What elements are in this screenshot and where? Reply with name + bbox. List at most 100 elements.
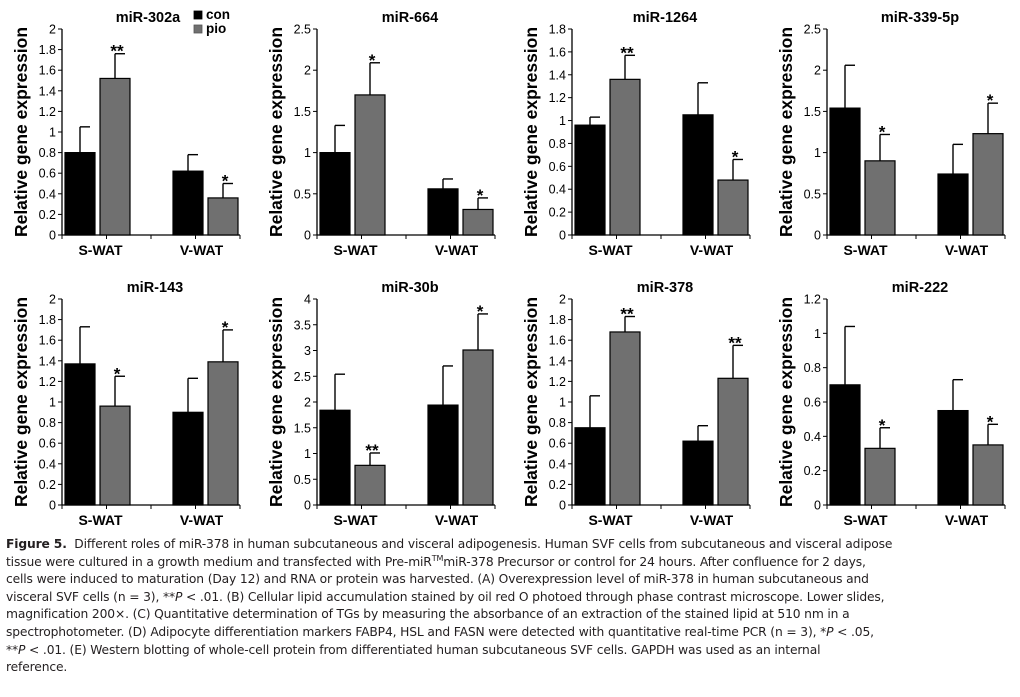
y-axis-label: Relative gene expression: [776, 27, 796, 237]
chart-svg: Relative gene expression miR-302a 0 0.2 0.4 0…: [11, 7, 241, 258]
y-tick-label: 0: [49, 229, 56, 243]
bar-con-s-wat: [64, 363, 96, 506]
chart-svg: Relative gene expression miR-30b 0 0.5 1 1.5 2…: [266, 280, 496, 528]
significance-marker: *: [477, 302, 484, 321]
bar-con-v-wat: [427, 404, 459, 506]
x-tick-label: S-WAT: [333, 512, 378, 528]
x-tick-label: S-WAT: [843, 512, 888, 528]
y-tick-label: 0: [559, 229, 566, 243]
x-tick-label: V-WAT: [435, 242, 479, 258]
caption-line: **P < .01. (E) Western blotting of whole…: [6, 642, 821, 657]
y-tick-label: 1: [559, 114, 566, 128]
y-tick-label: 3.5: [294, 318, 311, 332]
y-tick-label: 0.5: [294, 187, 311, 201]
y-tick-label: 4: [304, 293, 311, 307]
y-tick-label: 2.5: [804, 23, 821, 37]
y-tick-label: 2: [304, 396, 311, 410]
y-tick-label: 1.2: [804, 293, 821, 307]
y-tick-label: 1.5: [804, 105, 821, 119]
y-tick-label: 1: [814, 146, 821, 160]
bar-pio-s-wat: [99, 405, 131, 506]
y-axis-label: Relative gene expression: [776, 297, 796, 507]
y-tick-label: 1.8: [39, 313, 56, 327]
y-tick-label: 1: [49, 126, 56, 140]
y-axis-label: Relative gene expression: [521, 27, 541, 237]
bar-con-v-wat: [682, 114, 714, 236]
significance-marker: *: [987, 412, 994, 431]
bar-con-s-wat: [574, 124, 606, 236]
chart-title: miR-30b: [381, 280, 438, 296]
y-tick-label: 1.5: [294, 105, 311, 119]
x-tick-label: V-WAT: [945, 242, 989, 258]
x-tick-label: V-WAT: [690, 242, 734, 258]
bar-con-s-wat: [319, 152, 351, 236]
y-tick-label: 1.6: [39, 64, 56, 78]
caption-line: reference.: [6, 660, 68, 675]
y-tick-label: 1.6: [549, 334, 566, 348]
x-tick-label: S-WAT: [588, 242, 633, 258]
y-tick-label: 0.2: [549, 206, 566, 220]
y-tick-label: 1.8: [549, 313, 566, 327]
x-tick-label: S-WAT: [843, 242, 888, 258]
chart-svg: Relative gene expression miR-664 0 0.5 1 1.5 2…: [266, 10, 496, 258]
bar-pio-v-wat: [462, 208, 494, 236]
legend-label-con: con: [206, 7, 230, 22]
y-tick-label: 1: [304, 146, 311, 160]
figure-label: Figure 5.: [6, 537, 67, 551]
significance-marker: **: [365, 441, 379, 460]
y-tick-label: 1.2: [549, 375, 566, 389]
chart-svg: Relative gene expression miR-339-5p 0 0.5 1 1…: [776, 10, 1006, 258]
y-tick-label: 0: [304, 229, 311, 243]
y-tick-label: 1: [304, 447, 311, 461]
bar-pio-v-wat: [972, 444, 1004, 506]
y-tick-label: 0.6: [39, 437, 56, 451]
significance-marker: **: [620, 305, 634, 324]
y-tick-label: 1: [49, 396, 56, 410]
bar-con-s-wat: [829, 384, 861, 506]
chart-title: miR-1264: [633, 10, 697, 26]
panel-mir-664: Relative gene expression miR-664 0 0.5 1 1.5 2…: [255, 0, 510, 268]
panel-mir-143: Relative gene expression miR-143 0 0.2 0.4 0.…: [0, 270, 255, 538]
x-tick-label: S-WAT: [78, 242, 123, 258]
y-tick-label: 1: [814, 327, 821, 341]
y-tick-label: 1.4: [549, 68, 566, 82]
y-tick-label: 1.5: [294, 421, 311, 435]
bar-con-s-wat: [64, 152, 96, 236]
caption-line: spectrophotometer. (D) Adipocyte differe…: [6, 624, 874, 639]
y-tick-label: 0.6: [39, 167, 56, 181]
y-tick-label: 1.6: [39, 334, 56, 348]
y-tick-label: 0: [814, 499, 821, 513]
y-tick-label: 0.6: [549, 160, 566, 174]
y-tick-label: 1.4: [39, 84, 56, 98]
panel-mir-222: Relative gene expression miR-222 0 0.2 0.4 0.…: [765, 270, 1020, 538]
y-axis-label: Relative gene expression: [521, 297, 541, 507]
y-tick-label: 1.2: [39, 105, 56, 119]
bar-pio-v-wat: [207, 361, 239, 506]
bar-con-v-wat: [172, 411, 204, 506]
y-tick-label: 2: [304, 64, 311, 78]
chart-svg: Relative gene expression miR-143 0 0.2 0.4 0.…: [11, 280, 241, 528]
y-tick-label: 0.8: [39, 416, 56, 430]
y-tick-label: 2: [814, 64, 821, 78]
y-tick-label: 0: [559, 499, 566, 513]
significance-marker: *: [987, 91, 994, 110]
legend-swatch-con: [193, 10, 203, 20]
y-tick-label: 1.4: [549, 354, 566, 368]
x-tick-label: S-WAT: [333, 242, 378, 258]
significance-marker: *: [732, 147, 739, 166]
significance-marker: *: [114, 364, 121, 383]
significance-marker: *: [369, 51, 376, 70]
bar-pio-v-wat: [717, 377, 749, 506]
caption-line: tissue were cultured in a growth medium …: [6, 553, 866, 569]
chart-svg: Relative gene expression miR-222 0 0.2 0.4 0.…: [776, 280, 1006, 528]
y-axis-label: Relative gene expression: [11, 297, 31, 507]
figure-charts: Relative gene expression miR-302a 0 0.2 0.4 0…: [0, 0, 1020, 538]
bar-pio-s-wat: [864, 447, 896, 506]
chart-svg: Relative gene expression miR-1264 0 0.2 0.4 0…: [521, 10, 751, 258]
chart-title: miR-143: [127, 280, 183, 296]
y-tick-label: 0: [304, 499, 311, 513]
bar-pio-s-wat: [354, 464, 386, 506]
y-tick-label: 2.5: [294, 23, 311, 37]
figure-caption: Figure 5. Different roles of miR-378 in …: [6, 536, 1016, 677]
y-tick-label: 1: [559, 396, 566, 410]
